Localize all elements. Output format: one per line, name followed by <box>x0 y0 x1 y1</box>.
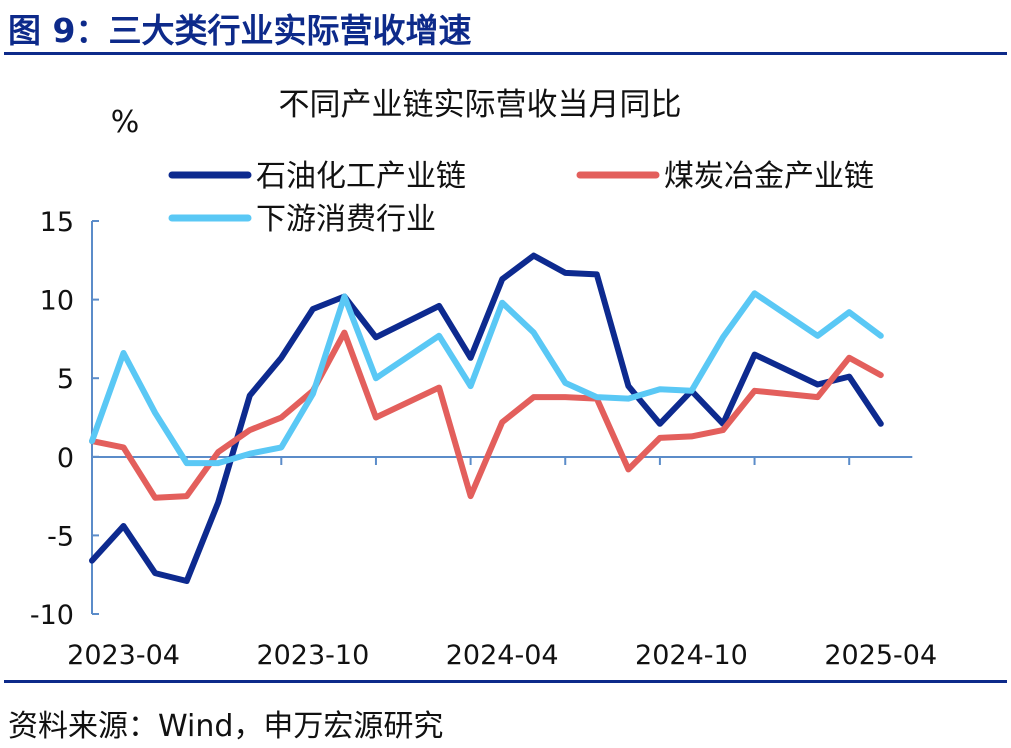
y-tick-label: -5 <box>47 521 74 552</box>
legend-label: 下游消费行业 <box>256 202 436 237</box>
bottom-divider <box>4 680 1007 683</box>
legend-label: 石油化工产业链 <box>256 159 466 194</box>
chart-title: 不同产业链实际营收当月同比 <box>279 87 682 123</box>
top-divider <box>4 52 1007 55</box>
source-note: 资料来源：Wind，申万宏源研究 <box>8 709 444 744</box>
x-tick-label: 2024-10 <box>635 640 748 671</box>
x-tick-label: 2025-04 <box>824 640 937 671</box>
y-tick-label: 0 <box>57 443 74 474</box>
figure-title: 图 9：三大类行业实际营收增速 <box>8 11 472 50</box>
x-tick-label: 2023-04 <box>67 640 180 671</box>
axes: -10 -5 0 5 10 15 2023-04 2023-10 2024-04 2024-10 2… <box>30 207 937 671</box>
x-tick-label: 2024-04 <box>446 640 559 671</box>
y-tick-label: 10 <box>40 286 74 317</box>
y-tick-label: 5 <box>57 364 74 395</box>
series-line <box>89 329 884 501</box>
y-tick-label: 15 <box>40 207 74 238</box>
y-tick-label: -10 <box>30 600 74 631</box>
x-tick-label: 2023-10 <box>256 640 369 671</box>
y-axis-unit: % <box>111 105 140 140</box>
series-line <box>89 290 884 467</box>
legend-label: 煤炭冶金产业链 <box>664 159 874 194</box>
series-lines <box>89 252 884 584</box>
series-line <box>89 252 884 584</box>
